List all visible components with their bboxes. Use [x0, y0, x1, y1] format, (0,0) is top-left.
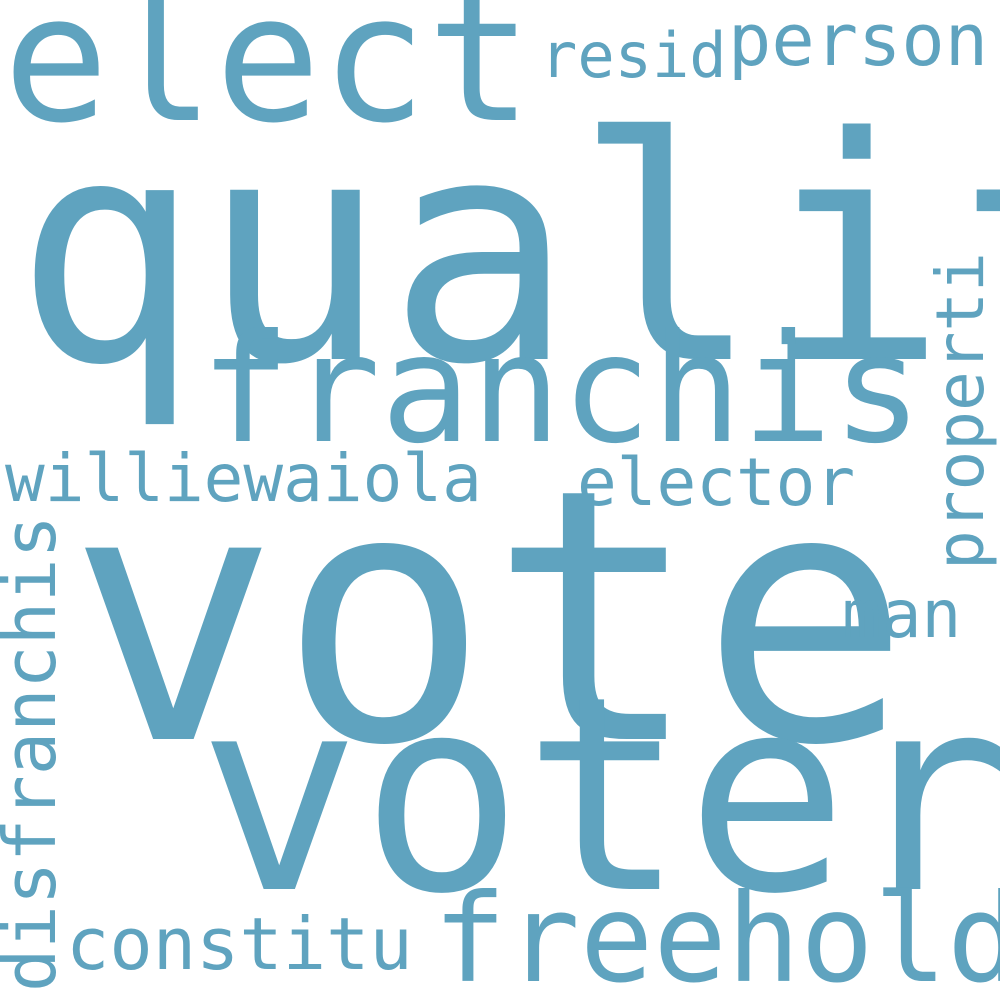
word-williewaiola: williewaiola	[5, 440, 482, 517]
word-resid: resid	[540, 19, 727, 92]
word-person: person	[728, 0, 989, 82]
word-elector: elector	[577, 444, 856, 521]
word-freehold: freehold	[433, 868, 1000, 1000]
word-elect: elect	[3, 0, 533, 162]
word-man: man	[842, 576, 962, 653]
word-franchis: franchis	[200, 303, 923, 477]
word-disfranchis: disfranchis	[0, 515, 72, 992]
word-qualif: qualif	[14, 72, 1000, 433]
word-properti: properti	[922, 252, 999, 570]
word-vote: vote	[68, 414, 911, 822]
word-voter: voter	[198, 638, 1000, 953]
word-constitu: constitu	[66, 902, 413, 986]
